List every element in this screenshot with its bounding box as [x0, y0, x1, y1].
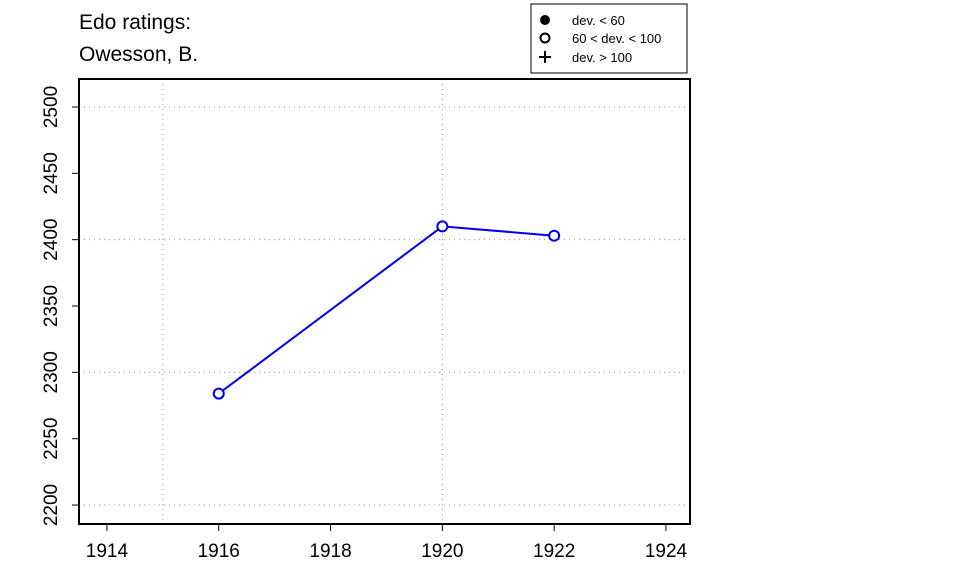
data-point — [212, 387, 225, 400]
x-tick-label: 1916 — [198, 541, 240, 562]
legend: dev. < 60 60 < dev. < 100 dev. > 100 — [530, 3, 688, 74]
x-tick-label: 1918 — [309, 541, 351, 562]
legend-label: 60 < dev. < 100 — [572, 31, 661, 46]
x-tick-label: 1920 — [421, 541, 463, 562]
chart-title: Owesson, B. — [79, 43, 198, 66]
y-tick-label: 2400 — [41, 219, 62, 261]
x-tick-label: 1924 — [645, 541, 688, 562]
legend-label: dev. > 100 — [572, 50, 632, 65]
legend-label: dev. < 60 — [572, 13, 625, 28]
legend-symbol — [539, 32, 551, 44]
legend-box — [530, 3, 688, 74]
y-tick-label: 2200 — [41, 484, 62, 526]
y-tick-label: 2350 — [41, 285, 62, 327]
data-point — [548, 229, 561, 242]
data-point — [436, 220, 449, 233]
chart-title: Edo ratings: — [79, 11, 191, 34]
y-tick-label: 2300 — [41, 351, 62, 393]
legend-symbol — [540, 15, 550, 25]
y-tick-label: 2500 — [41, 86, 62, 128]
legend-symbol — [539, 51, 551, 63]
series-line — [218, 225, 555, 395]
y-tick-label: 2250 — [41, 418, 62, 460]
y-tick-label: 2450 — [41, 152, 62, 194]
plot-frame — [78, 78, 691, 525]
x-tick-label: 1922 — [533, 541, 575, 562]
x-tick-label: 1914 — [86, 541, 129, 562]
